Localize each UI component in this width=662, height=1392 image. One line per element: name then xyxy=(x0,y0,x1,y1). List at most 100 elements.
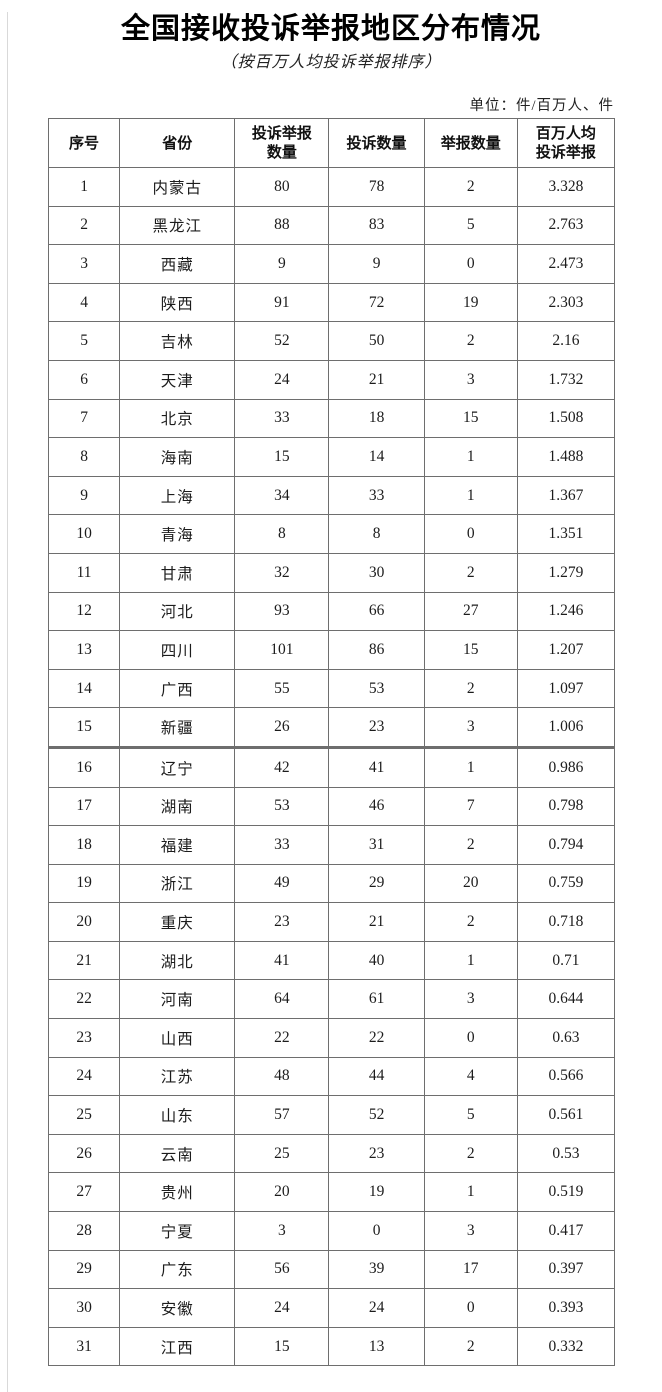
cell-reports: 2 xyxy=(423,825,518,865)
cell-no: 18 xyxy=(47,825,121,865)
cell-per_million: 1.488 xyxy=(516,437,616,477)
cell-complaints: 61 xyxy=(328,979,425,1020)
cell-per_million: 0.644 xyxy=(516,979,616,1020)
cell-province: 北京 xyxy=(119,398,236,439)
cell-total: 49 xyxy=(234,863,330,904)
cell-complaints: 83 xyxy=(328,205,425,246)
cell-province: 甘肃 xyxy=(119,552,236,593)
cell-reports: 1 xyxy=(423,475,518,516)
cell-per_million: 0.53 xyxy=(516,1133,616,1174)
cell-complaints: 21 xyxy=(328,359,425,400)
table-row: 3 西藏 9 9 0 2.473 xyxy=(47,244,616,284)
cell-per_million: 0.417 xyxy=(516,1211,616,1251)
cell-complaints: 46 xyxy=(328,786,425,827)
cell-reports: 1 xyxy=(423,1172,518,1213)
cell-no: 20 xyxy=(47,902,121,942)
complaints-distribution-table: 序号 省份 投诉举报 数量 投诉数量 举报数量 百万人均 投诉举报 1 内蒙古 80… xyxy=(47,118,616,1367)
cell-reports: 15 xyxy=(423,630,518,670)
cell-province: 广西 xyxy=(119,668,236,709)
table-row: 7 北京 33 18 15 1.508 xyxy=(47,398,616,439)
col-header-province: 省份 xyxy=(119,118,236,168)
cell-total: 55 xyxy=(234,668,330,709)
cell-no: 9 xyxy=(47,475,121,516)
table-row: 30 安徽 24 24 0 0.393 xyxy=(47,1288,616,1328)
cell-no: 4 xyxy=(47,282,121,323)
table-row: 14 广西 55 53 2 1.097 xyxy=(47,668,616,709)
table-row: 8 海南 15 14 1 1.488 xyxy=(47,437,616,477)
table-row: 16 辽宁 42 41 1 0.986 xyxy=(47,745,616,788)
table-row: 25 山东 57 52 5 0.561 xyxy=(47,1095,616,1135)
cell-total: 93 xyxy=(234,591,330,632)
cell-complaints: 22 xyxy=(328,1018,425,1058)
cell-per_million: 3.328 xyxy=(516,167,616,207)
table-row: 6 天津 24 21 3 1.732 xyxy=(47,359,616,400)
cell-total: 56 xyxy=(234,1249,330,1290)
cell-complaints: 78 xyxy=(328,167,425,207)
cell-no: 6 xyxy=(47,359,121,400)
table-header: 序号 省份 投诉举报 数量 投诉数量 举报数量 百万人均 投诉举报 xyxy=(47,118,616,168)
cell-per_million: 1.732 xyxy=(516,359,616,400)
cell-province: 福建 xyxy=(119,825,236,865)
table-header-row: 序号 省份 投诉举报 数量 投诉数量 举报数量 百万人均 投诉举报 xyxy=(47,118,616,168)
cell-province: 黑龙江 xyxy=(119,205,236,246)
table-row: 10 青海 8 8 0 1.351 xyxy=(47,514,616,554)
page-subtitle: （按百万人均投诉举报排序） xyxy=(220,54,442,71)
cell-per_million: 0.63 xyxy=(516,1018,616,1058)
cell-complaints: 29 xyxy=(328,863,425,904)
cell-per_million: 1.508 xyxy=(516,398,616,439)
col-header-index: 序号 xyxy=(47,118,121,168)
table-row: 5 吉林 52 50 2 2.16 xyxy=(47,321,616,361)
cell-province: 江苏 xyxy=(119,1056,236,1097)
cell-per_million: 0.519 xyxy=(516,1172,616,1213)
cell-no: 16 xyxy=(47,745,121,788)
cell-no: 14 xyxy=(47,668,121,709)
cell-reports: 1 xyxy=(423,745,518,788)
cell-per_million: 0.986 xyxy=(516,745,616,788)
cell-per_million: 1.246 xyxy=(516,591,616,632)
cell-reports: 7 xyxy=(423,786,518,827)
cell-total: 23 xyxy=(234,902,330,942)
cell-total: 22 xyxy=(234,1018,330,1058)
table-row: 4 陕西 91 72 19 2.303 xyxy=(47,282,616,323)
page-edge-line xyxy=(7,12,8,1392)
cell-no: 29 xyxy=(47,1249,121,1290)
cell-reports: 1 xyxy=(423,437,518,477)
cell-total: 9 xyxy=(234,244,330,284)
table-row: 24 江苏 48 44 4 0.566 xyxy=(47,1056,616,1097)
cell-reports: 4 xyxy=(423,1056,518,1097)
cell-province: 陕西 xyxy=(119,282,236,323)
cell-province: 重庆 xyxy=(119,902,236,942)
cell-province: 湖南 xyxy=(119,786,236,827)
cell-no: 22 xyxy=(47,979,121,1020)
cell-per_million: 1.097 xyxy=(516,668,616,709)
cell-complaints: 33 xyxy=(328,475,425,516)
cell-reports: 20 xyxy=(423,863,518,904)
cell-no: 23 xyxy=(47,1018,121,1058)
table-row: 27 贵州 20 19 1 0.519 xyxy=(47,1172,616,1213)
cell-province: 内蒙古 xyxy=(119,167,236,207)
cell-reports: 0 xyxy=(423,514,518,554)
table-row: 20 重庆 23 21 2 0.718 xyxy=(47,902,616,942)
cell-province: 新疆 xyxy=(119,707,236,748)
cell-per_million: 1.279 xyxy=(516,552,616,593)
cell-complaints: 18 xyxy=(328,398,425,439)
cell-total: 53 xyxy=(234,786,330,827)
cell-province: 上海 xyxy=(119,475,236,516)
cell-reports: 27 xyxy=(423,591,518,632)
cell-no: 13 xyxy=(47,630,121,670)
cell-no: 24 xyxy=(47,1056,121,1097)
cell-reports: 1 xyxy=(423,940,518,981)
table-row: 18 福建 33 31 2 0.794 xyxy=(47,825,616,865)
cell-complaints: 21 xyxy=(328,902,425,942)
cell-province: 四川 xyxy=(119,630,236,670)
cell-reports: 3 xyxy=(423,359,518,400)
cell-per_million: 2.473 xyxy=(516,244,616,284)
cell-province: 河北 xyxy=(119,591,236,632)
cell-reports: 2 xyxy=(423,167,518,207)
cell-no: 19 xyxy=(47,863,121,904)
table-row: 19 浙江 49 29 20 0.759 xyxy=(47,863,616,904)
table-row: 15 新疆 26 23 3 1.006 xyxy=(47,707,616,748)
cell-per_million: 0.798 xyxy=(516,786,616,827)
col-header-total: 投诉举报 数量 xyxy=(234,118,330,168)
cell-province: 青海 xyxy=(119,514,236,554)
